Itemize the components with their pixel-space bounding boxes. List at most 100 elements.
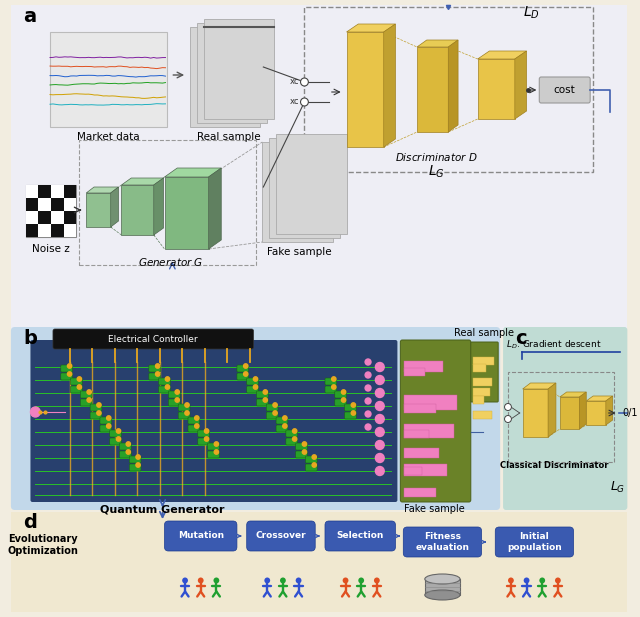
- Circle shape: [332, 385, 336, 389]
- Bar: [404, 448, 440, 458]
- Circle shape: [376, 363, 384, 371]
- Circle shape: [376, 402, 384, 410]
- Text: c: c: [515, 329, 527, 349]
- Polygon shape: [548, 383, 556, 437]
- Text: Market data: Market data: [77, 132, 140, 142]
- FancyBboxPatch shape: [188, 425, 200, 432]
- Bar: [404, 424, 454, 438]
- Circle shape: [351, 403, 356, 407]
- Text: $L_G$: $L_G$: [428, 164, 445, 180]
- Polygon shape: [523, 383, 556, 389]
- Bar: [473, 378, 492, 386]
- Circle shape: [302, 450, 307, 454]
- Bar: [473, 388, 490, 396]
- FancyBboxPatch shape: [90, 404, 102, 411]
- Circle shape: [253, 385, 258, 389]
- Bar: [404, 464, 447, 476]
- Text: Fake sample: Fake sample: [404, 504, 465, 514]
- Bar: [404, 404, 436, 413]
- Bar: [523, 389, 548, 437]
- Circle shape: [175, 398, 179, 402]
- Bar: [64, 224, 76, 237]
- Text: Classical Discriminator: Classical Discriminator: [500, 460, 608, 470]
- FancyBboxPatch shape: [296, 443, 307, 450]
- Circle shape: [376, 389, 384, 397]
- Circle shape: [185, 403, 189, 407]
- Circle shape: [182, 578, 188, 584]
- Bar: [346, 32, 384, 147]
- FancyBboxPatch shape: [188, 417, 200, 424]
- Circle shape: [77, 377, 81, 381]
- Circle shape: [77, 385, 81, 389]
- Bar: [197, 23, 268, 123]
- Bar: [11, 512, 627, 612]
- FancyBboxPatch shape: [178, 404, 190, 411]
- Circle shape: [376, 376, 384, 384]
- Text: Noise z: Noise z: [32, 244, 70, 254]
- Circle shape: [540, 578, 545, 584]
- Circle shape: [376, 441, 384, 450]
- Bar: [508, 372, 614, 462]
- Circle shape: [204, 429, 209, 433]
- FancyBboxPatch shape: [100, 425, 111, 432]
- FancyBboxPatch shape: [178, 412, 190, 419]
- Circle shape: [97, 403, 101, 407]
- Circle shape: [301, 98, 308, 106]
- FancyBboxPatch shape: [168, 391, 180, 398]
- Circle shape: [156, 372, 160, 376]
- FancyBboxPatch shape: [61, 373, 72, 380]
- Text: Evolutionary
Optimization: Evolutionary Optimization: [8, 534, 79, 556]
- Circle shape: [292, 437, 297, 441]
- Text: Generator $G$: Generator $G$: [138, 256, 203, 268]
- Bar: [560, 397, 579, 429]
- Text: Initial
population: Initial population: [507, 532, 562, 552]
- Bar: [477, 59, 515, 119]
- Polygon shape: [417, 40, 458, 47]
- FancyBboxPatch shape: [198, 438, 209, 445]
- Bar: [404, 430, 429, 438]
- Text: Selection: Selection: [337, 531, 384, 540]
- Bar: [164, 177, 209, 249]
- Polygon shape: [122, 178, 164, 185]
- Bar: [262, 142, 333, 242]
- Bar: [51, 185, 64, 198]
- Circle shape: [156, 364, 160, 368]
- Bar: [404, 395, 457, 410]
- Circle shape: [365, 424, 371, 430]
- Bar: [305, 7, 593, 172]
- FancyBboxPatch shape: [129, 464, 141, 471]
- Circle shape: [283, 424, 287, 428]
- Circle shape: [214, 578, 220, 584]
- Ellipse shape: [425, 574, 460, 584]
- Text: Quantum Generator: Quantum Generator: [100, 504, 225, 514]
- Ellipse shape: [425, 590, 460, 600]
- Bar: [26, 211, 38, 224]
- Circle shape: [341, 390, 346, 394]
- Circle shape: [87, 398, 92, 402]
- FancyBboxPatch shape: [100, 417, 111, 424]
- Circle shape: [332, 377, 336, 381]
- Circle shape: [365, 359, 371, 365]
- Circle shape: [302, 442, 307, 446]
- Text: b: b: [24, 329, 38, 349]
- FancyBboxPatch shape: [305, 464, 317, 471]
- FancyBboxPatch shape: [276, 417, 288, 424]
- Polygon shape: [477, 51, 527, 59]
- FancyBboxPatch shape: [335, 391, 346, 398]
- FancyBboxPatch shape: [159, 378, 170, 385]
- Circle shape: [31, 407, 40, 417]
- Circle shape: [175, 390, 179, 394]
- Bar: [190, 27, 260, 127]
- FancyBboxPatch shape: [325, 378, 337, 385]
- FancyBboxPatch shape: [164, 521, 237, 551]
- Circle shape: [263, 398, 268, 402]
- Circle shape: [376, 453, 384, 463]
- Circle shape: [204, 437, 209, 441]
- Circle shape: [365, 385, 371, 391]
- Circle shape: [244, 372, 248, 376]
- Circle shape: [296, 578, 301, 584]
- Text: Fake sample: Fake sample: [268, 247, 332, 257]
- Circle shape: [273, 411, 277, 415]
- FancyBboxPatch shape: [149, 365, 161, 372]
- FancyBboxPatch shape: [344, 412, 356, 419]
